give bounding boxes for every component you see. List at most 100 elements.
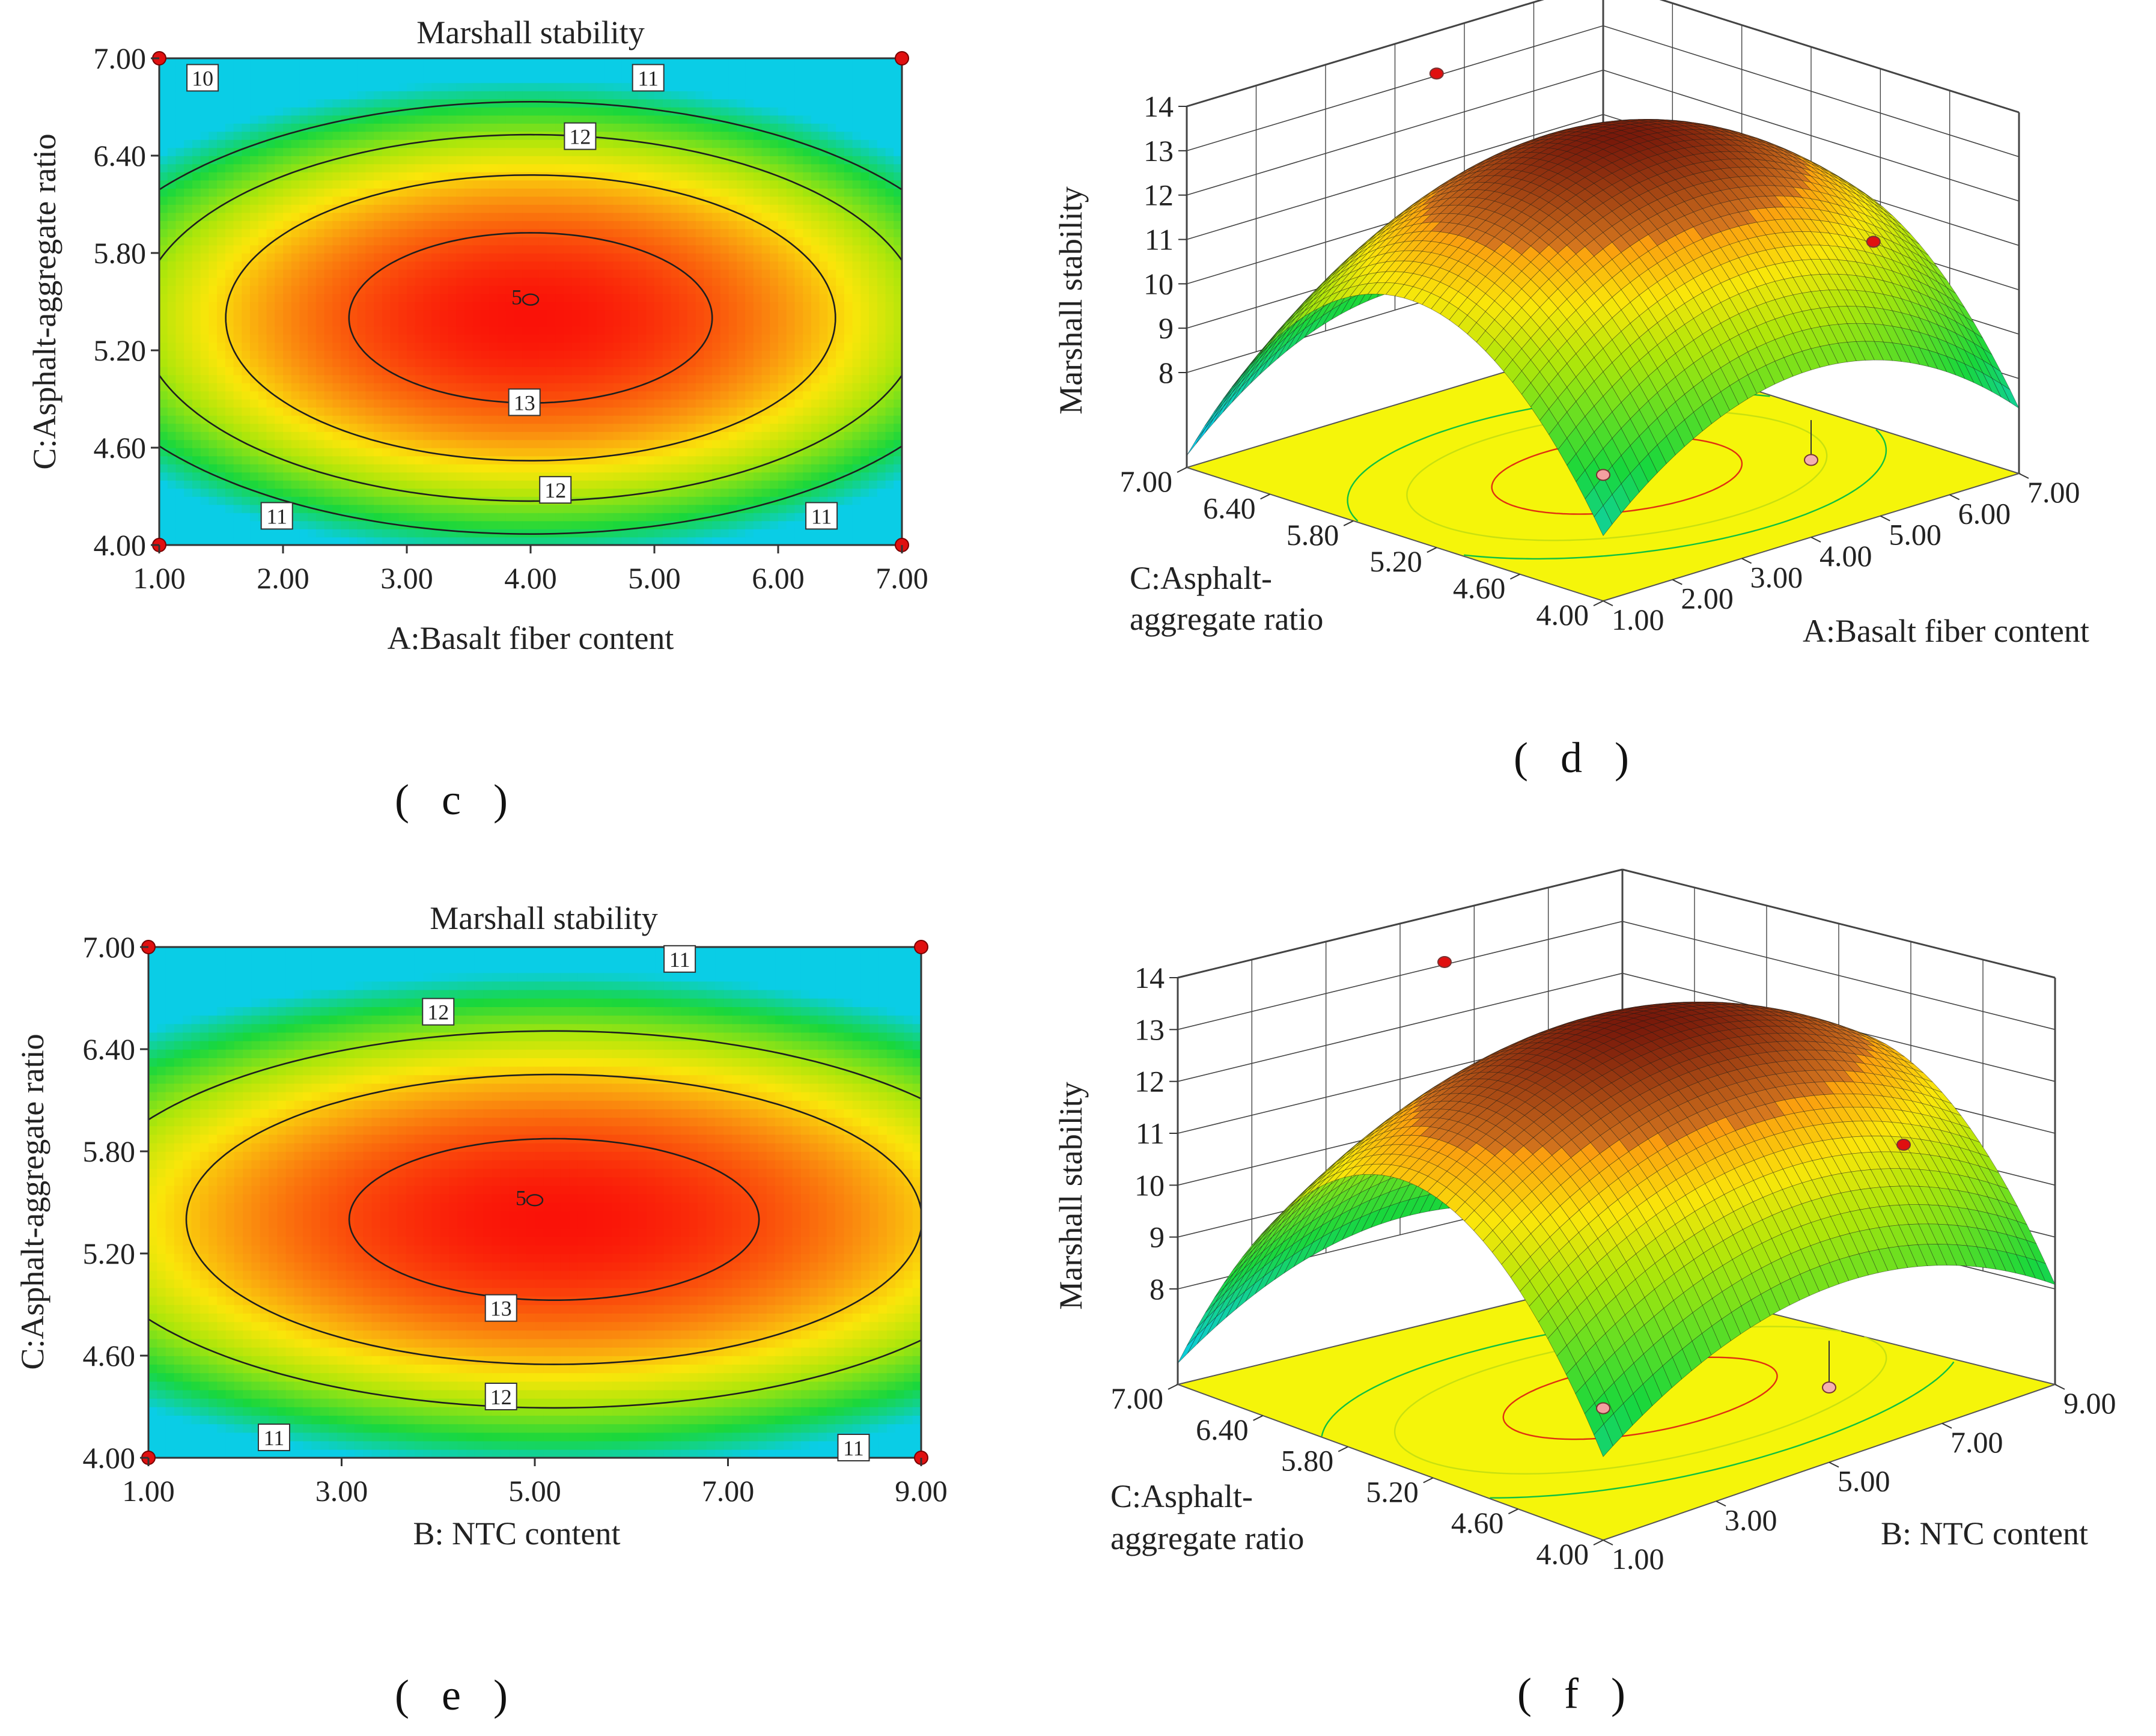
contour-cell — [315, 139, 325, 148]
contour-cell — [514, 480, 523, 489]
contour-cell — [184, 147, 193, 156]
contour-cell — [184, 221, 193, 230]
contour-cell — [423, 302, 432, 311]
contour-cell — [159, 221, 168, 230]
contour-cell — [794, 415, 803, 424]
contour-cell — [778, 212, 787, 221]
contour-cell — [184, 131, 193, 140]
contour-cell — [439, 318, 449, 327]
contour-cell — [439, 58, 449, 67]
contour-cell — [217, 342, 226, 351]
contour-cell — [794, 163, 803, 172]
contour-cell — [225, 261, 234, 270]
contour-cell — [538, 75, 548, 84]
contour-cell — [382, 58, 391, 67]
contour-cell — [794, 537, 803, 545]
contour-cell — [547, 342, 556, 351]
contour-cell — [357, 139, 367, 148]
contour-cell — [423, 99, 432, 108]
contour-cell — [498, 180, 507, 189]
contour-cell — [341, 188, 350, 197]
contour-cell — [217, 383, 226, 392]
contour-cell — [341, 496, 350, 505]
contour-cell — [662, 342, 672, 351]
contour-cell — [498, 326, 507, 335]
contour-cell — [671, 391, 680, 400]
contour-cell — [308, 358, 317, 367]
contour-cell — [184, 163, 193, 172]
contour-cell — [737, 188, 746, 197]
contour-cell — [258, 228, 267, 237]
contour-cell — [786, 472, 796, 481]
contour-cell — [522, 147, 531, 156]
contour-cell — [604, 196, 614, 205]
contour-cell — [514, 99, 523, 108]
contour-cell — [654, 326, 663, 335]
contour-cell — [398, 455, 407, 464]
contour-cell — [464, 464, 474, 473]
contour-cell — [819, 75, 829, 84]
contour-cell — [299, 399, 308, 408]
contour-cell — [538, 91, 548, 100]
contour-cell — [638, 423, 647, 432]
contour-cell — [778, 448, 787, 457]
contour-cell — [456, 147, 465, 156]
contour-cell — [555, 163, 564, 172]
contour-cell — [456, 464, 465, 473]
contour-cell — [431, 374, 440, 383]
contour-cell — [200, 147, 210, 156]
contour-cell — [654, 334, 663, 343]
contour-cell — [638, 439, 647, 448]
contour-cell — [827, 156, 836, 165]
contour-cell — [745, 407, 754, 416]
contour-cell — [159, 163, 168, 172]
contour-cell — [489, 342, 498, 351]
contour-cell — [464, 439, 474, 448]
contour-cell — [439, 139, 449, 148]
contour-cell — [531, 367, 540, 376]
contour-cell — [266, 423, 276, 432]
contour-cell — [629, 537, 639, 545]
contour-cell — [266, 212, 276, 221]
contour-cell — [745, 221, 754, 230]
contour-cell — [753, 245, 763, 254]
contour-cell — [819, 326, 829, 335]
contour-cell — [209, 188, 218, 197]
contour-cell — [464, 448, 474, 457]
contour-cell — [638, 334, 647, 343]
contour-cell — [671, 212, 680, 221]
contour-cell — [464, 188, 474, 197]
contour-cell — [687, 107, 696, 116]
contour-cell — [538, 261, 548, 270]
contour-cell — [679, 237, 688, 246]
contour-cell — [498, 407, 507, 416]
contour-cell — [538, 237, 548, 246]
contour-cell — [563, 253, 573, 262]
contour-cell — [819, 367, 829, 376]
contour-cell — [448, 196, 457, 205]
contour-cell — [704, 253, 713, 262]
contour-cell — [580, 383, 589, 392]
contour-cell — [481, 277, 490, 286]
contour-cell — [448, 221, 457, 230]
contour-cell — [538, 302, 548, 311]
contour-cell — [531, 66, 540, 75]
contour-cell — [407, 423, 416, 432]
contour-cell — [374, 277, 383, 286]
contour-cell — [464, 58, 474, 67]
contour-cell — [332, 188, 341, 197]
contour-cell — [283, 163, 292, 172]
contour-cell — [175, 91, 184, 100]
contour-cell — [604, 91, 614, 100]
contour-cell — [613, 455, 622, 464]
contour-cell — [275, 261, 284, 270]
contour-cell — [695, 269, 705, 278]
contour-cell — [365, 374, 374, 383]
contour-cell — [695, 448, 705, 457]
contour-cell — [341, 504, 350, 513]
contour-cell — [596, 448, 606, 457]
contour-cell — [357, 488, 367, 497]
contour-cell — [687, 245, 696, 254]
contour-cell — [456, 245, 465, 254]
contour-cell — [192, 318, 201, 327]
